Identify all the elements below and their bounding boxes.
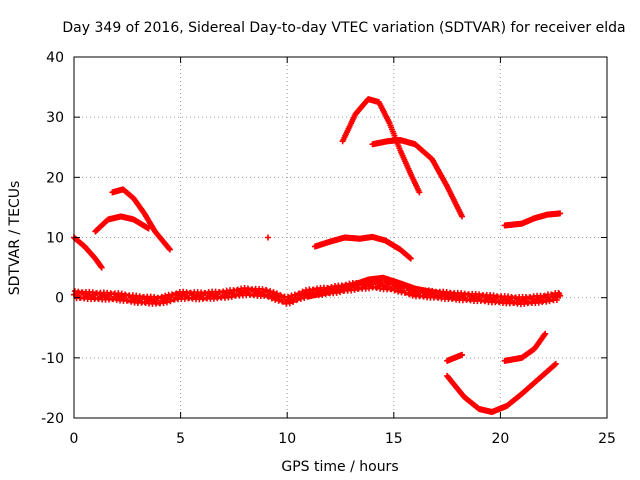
series-arc-1: [71, 234, 105, 271]
series-arc-3: [109, 186, 173, 253]
data-point: [454, 292, 461, 299]
x-tick-label: 15: [385, 431, 403, 447]
data-point: [277, 292, 284, 299]
data-point: [542, 330, 549, 337]
chart-title: Day 349 of 2016, Sidereal Day-to-day VTE…: [62, 20, 625, 36]
data-point: [541, 331, 548, 338]
series-arc-6: [339, 96, 423, 196]
data-point: [118, 290, 125, 297]
data-point: [297, 295, 304, 302]
data-series: [71, 96, 564, 415]
y-tick-label: -10: [41, 351, 64, 367]
data-point: [111, 291, 118, 298]
series-arc-13: [305, 274, 461, 300]
data-point: [163, 299, 170, 306]
y-tick-label: 10: [46, 231, 64, 247]
y-axis-label: SDTVAR / TECUs: [7, 181, 23, 296]
data-point: [98, 264, 105, 271]
data-point: [358, 284, 365, 291]
x-tick-label: 10: [278, 431, 296, 447]
data-point: [286, 300, 293, 307]
y-tick-label: 0: [55, 291, 64, 307]
axis-ticks: 0 5 10 15 20 25 -20 -10 0 10 20 30 40: [41, 50, 616, 447]
data-point: [416, 189, 423, 196]
data-point: [141, 299, 148, 306]
data-point: [419, 292, 426, 299]
series-arc-7: [369, 137, 466, 220]
series-arc-8: [501, 210, 564, 229]
series-arc-11: [444, 360, 559, 415]
series-arc-12: [71, 278, 564, 308]
data-point: [528, 298, 535, 305]
series-arc-9: [444, 351, 466, 364]
data-point: [265, 234, 272, 241]
data-point: [459, 213, 466, 220]
x-tick-label: 5: [176, 431, 185, 447]
data-point: [552, 360, 559, 367]
data-point: [557, 292, 564, 299]
data-point: [407, 255, 414, 262]
y-tick-label: 20: [46, 170, 64, 186]
x-tick-label: 25: [598, 431, 616, 447]
series-arc-10: [501, 330, 549, 364]
data-point: [80, 294, 87, 301]
data-point: [459, 351, 466, 358]
data-point: [166, 245, 173, 252]
data-point: [267, 288, 274, 295]
series-arc-2: [92, 213, 152, 235]
x-tick-label: 0: [70, 431, 79, 447]
y-tick-label: -20: [41, 411, 64, 427]
y-tick-label: 40: [46, 50, 64, 66]
data-point: [250, 291, 257, 298]
data-point: [188, 294, 195, 301]
series-arc-4: [265, 234, 272, 241]
data-point: [481, 297, 488, 304]
data-point: [557, 210, 564, 217]
x-tick-label: 20: [491, 431, 509, 447]
data-point: [301, 294, 308, 301]
data-point: [497, 294, 504, 301]
series-arc-5: [311, 233, 414, 262]
data-point: [270, 289, 277, 296]
x-axis-label: GPS time / hours: [281, 459, 398, 475]
y-tick-label: 30: [46, 110, 64, 126]
data-point: [162, 292, 169, 299]
data-point: [166, 246, 173, 253]
